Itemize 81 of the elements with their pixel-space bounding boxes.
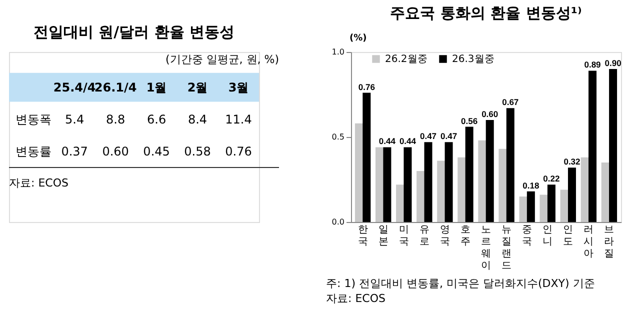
x-tick-label: 인니: [542, 224, 553, 248]
data-label: 0.60: [482, 109, 498, 119]
bar: [416, 171, 425, 222]
bar: [375, 147, 384, 222]
y-tick-label: 1.0: [332, 48, 344, 56]
text: 5.4: [65, 112, 84, 126]
legend-label: 26.2월중: [385, 54, 428, 65]
bar: [437, 160, 446, 222]
x-tick-label: 중국: [522, 224, 532, 248]
bar: [588, 70, 597, 222]
data-label: 0.18: [522, 180, 540, 190]
text: 0.58: [184, 144, 211, 158]
data-label: 0.56: [461, 116, 478, 126]
bar: [540, 194, 548, 222]
bar: [383, 147, 392, 222]
bar: [404, 147, 412, 222]
bar: [354, 123, 363, 222]
text: 전일대비 원/달러 환율 변동성: [33, 23, 235, 41]
data-label: 0.89: [584, 60, 602, 70]
category-label: 변동률: [16, 144, 52, 158]
text: 자료: ECOS: [326, 292, 386, 305]
text: 주: 1) 전일대비 변동률, 미국은 달러화지수(DXY) 기준: [326, 277, 595, 290]
x-tick-label: 러시아: [584, 224, 594, 260]
bar: [478, 140, 486, 222]
bar: [580, 157, 589, 222]
category-label: 26.1/4: [94, 80, 137, 94]
category-label: 25.4/4: [53, 80, 96, 94]
legend-label: 26.3월중: [452, 54, 494, 65]
chart-title: 주요국 통화의 환율 변동성¹⁾: [390, 4, 582, 22]
bar: [609, 69, 618, 222]
bar: [547, 184, 556, 222]
text: 자료: ECOS: [9, 176, 68, 190]
x-tick-label: 노르웨이: [481, 224, 491, 272]
bar: [560, 190, 568, 222]
text: (기간중 일평균, 원, %): [165, 53, 279, 66]
text: 0.76: [225, 144, 252, 158]
x-tick-label: 미국: [398, 224, 409, 248]
text: 11.4: [225, 112, 252, 126]
data-label: 0.32: [564, 156, 581, 167]
x-tick-label: 인도: [563, 224, 574, 248]
data-label: 0.76: [358, 82, 376, 92]
data-label: 0.67: [502, 97, 519, 108]
bar: [601, 162, 610, 222]
text: 8.8: [106, 112, 126, 126]
x-tick-label: 유로: [419, 224, 430, 248]
x-tick-label: 일본: [378, 224, 388, 248]
bar: [506, 108, 514, 222]
data-label: 0.47: [440, 131, 458, 142]
text: 0.60: [102, 144, 129, 158]
text: 0.37: [61, 144, 88, 158]
bar: [526, 191, 535, 222]
data-label: 0.47: [420, 131, 437, 142]
text: 8.4: [188, 112, 208, 126]
x-tick-label: 호주: [460, 224, 470, 248]
category-label: 2월: [187, 80, 208, 94]
y-tick-label: 0.5: [332, 132, 344, 142]
data-label: 0.22: [543, 174, 560, 184]
bar: [519, 196, 528, 222]
bar: [396, 184, 404, 222]
x-tick-label: 뉴질랜드: [502, 224, 512, 272]
data-label: 0.90: [604, 58, 622, 68]
x-tick-label: 한국: [358, 224, 368, 248]
x-tick-label: 브라질: [604, 224, 614, 260]
bar: [444, 142, 453, 222]
bar: [465, 126, 474, 222]
x-tick-label: 영국: [440, 224, 450, 248]
category-label: 변동폭: [16, 112, 52, 126]
text: 0.45: [143, 144, 170, 158]
data-label: 0.44: [378, 136, 396, 146]
text: 6.6: [146, 112, 166, 126]
bar: [424, 142, 432, 222]
bar: [362, 92, 371, 222]
y-tick-label: 0.0: [332, 218, 344, 226]
bar: [498, 148, 507, 222]
bar: [458, 157, 466, 222]
bar: [568, 168, 576, 222]
data-label: 0.44: [399, 136, 416, 146]
bar: [486, 120, 494, 222]
category-label: 3월: [228, 80, 249, 94]
category-label: 1월: [146, 80, 167, 94]
y-axis-title: (%): [350, 34, 367, 44]
